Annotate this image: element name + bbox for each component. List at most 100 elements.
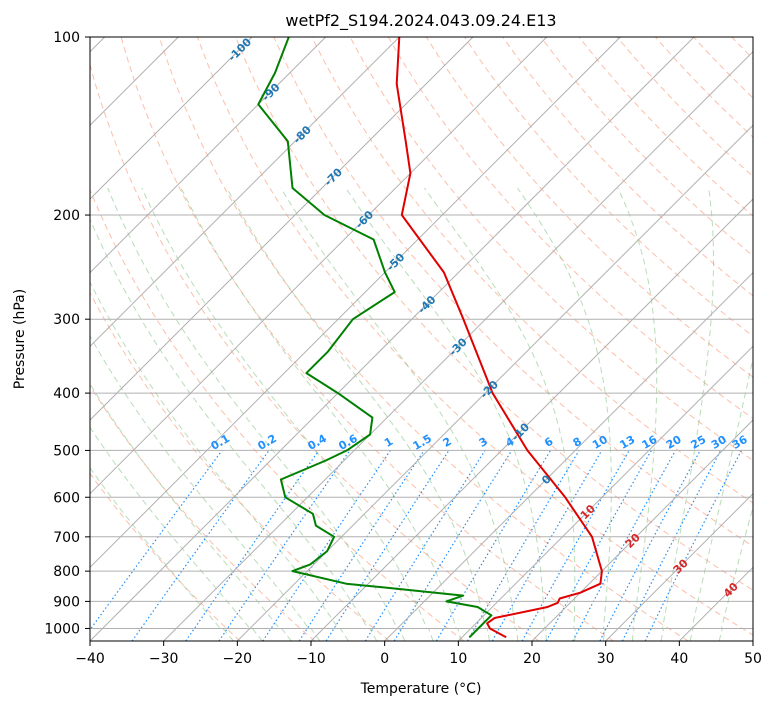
mixing-ratio-line bbox=[364, 450, 486, 641]
isotherm-line bbox=[236, 124, 753, 641]
mixing-ratio-label: 30 bbox=[709, 433, 729, 452]
moist-adiabat-line bbox=[141, 187, 434, 641]
moist-adiabat-line bbox=[617, 187, 658, 641]
dry-adiabat-line bbox=[90, 62, 540, 641]
y-tick-label: 200 bbox=[53, 208, 80, 224]
dry-adiabat-line bbox=[311, 37, 753, 504]
y-tick-label: 400 bbox=[53, 386, 80, 402]
mixing-ratio-line bbox=[185, 450, 320, 641]
dry-adiabat-line bbox=[349, 37, 753, 462]
mixing-ratio-label: 1.5 bbox=[411, 432, 434, 453]
mixing-ratio-line bbox=[435, 450, 552, 641]
isotherm-line bbox=[90, 37, 253, 200]
dry-adiabat-line bbox=[464, 37, 753, 337]
mixing-ratio-label: 1 bbox=[382, 435, 395, 450]
isotherm-line bbox=[678, 566, 753, 641]
dry-adiabat-line bbox=[770, 37, 775, 641]
isotherm-line bbox=[531, 419, 753, 641]
mixing-ratio-line bbox=[545, 450, 652, 641]
y-tick-label: 900 bbox=[53, 594, 80, 610]
mixing-ratio-label: 0.4 bbox=[306, 432, 330, 453]
y-tick-label: 500 bbox=[53, 443, 80, 459]
isotherm-line bbox=[90, 37, 474, 421]
moist-adiabat-line bbox=[423, 187, 576, 641]
mixing-ratio-line bbox=[644, 450, 743, 641]
x-axis-label: Temperature (°C) bbox=[360, 681, 482, 697]
mixing-ratio-label: 13 bbox=[618, 433, 638, 452]
x-tick-label: 20 bbox=[523, 651, 541, 667]
isotherm-line bbox=[457, 345, 753, 641]
dry-adiabat-line bbox=[90, 472, 241, 641]
dewpoint-line bbox=[257, 37, 493, 639]
mixing-ratio-line bbox=[298, 450, 425, 641]
dry-adiabat-line bbox=[425, 37, 753, 378]
dry-adiabat-line bbox=[502, 37, 753, 297]
series-lines bbox=[257, 37, 603, 639]
mixing-ratio-label: 8 bbox=[571, 435, 584, 450]
isotherm-line bbox=[90, 37, 327, 274]
mixing-ratio-label: 0.6 bbox=[336, 432, 360, 453]
isotherm-line bbox=[90, 37, 400, 348]
dry-adiabat-line bbox=[90, 291, 390, 641]
mixing-ratio-line bbox=[218, 450, 351, 641]
moist-adiabat-line bbox=[660, 187, 714, 641]
moist-adiabat-line bbox=[689, 355, 753, 641]
x-tick-label: −30 bbox=[149, 651, 179, 667]
dry-adiabat-line bbox=[387, 37, 753, 420]
dry-adiabat-line bbox=[158, 37, 689, 641]
grid-lines bbox=[90, 37, 753, 641]
moist-adiabat-line bbox=[517, 187, 612, 641]
isotherm-line bbox=[605, 492, 753, 641]
isotherm-label: -80 bbox=[291, 123, 314, 146]
moist-adiabat-line bbox=[180, 187, 462, 641]
x-tick-label: 40 bbox=[670, 651, 688, 667]
mixing-ratio-label: 10 bbox=[590, 433, 610, 452]
chart-title: wetPf2_S194.2024.043.09.24.E13 bbox=[285, 11, 556, 31]
x-tick-label: 30 bbox=[597, 651, 615, 667]
mixing-ratio-line bbox=[262, 450, 391, 641]
dry-adiabat-line bbox=[273, 37, 753, 547]
moist-adiabat-line bbox=[226, 187, 490, 641]
mixing-ratio-line bbox=[325, 450, 450, 641]
isotherm-line bbox=[90, 37, 695, 641]
y-tick-label: 800 bbox=[53, 564, 80, 580]
isotherm-line bbox=[163, 50, 753, 641]
mixing-ratio-label: 25 bbox=[689, 433, 709, 452]
isotherm-line bbox=[90, 37, 621, 569]
isotherm-line bbox=[90, 37, 548, 495]
mixing-ratio-label: 0.1 bbox=[209, 432, 232, 453]
isotherm-line bbox=[310, 198, 753, 641]
y-tick-label: 600 bbox=[53, 490, 80, 506]
moist-adiabat-line bbox=[107, 187, 406, 641]
dry-adiabat-line bbox=[693, 37, 753, 99]
dry-adiabat-line bbox=[120, 37, 614, 641]
axis-ticks: −40 −30 −20 −10 0 10 20 30 40 50 100 200 300 400 500 60… bbox=[44, 30, 762, 667]
dry-adiabat-line bbox=[90, 188, 465, 641]
x-tick-label: 50 bbox=[744, 651, 762, 667]
plot-frame bbox=[89, 36, 754, 642]
x-tick-label: 0 bbox=[380, 651, 389, 667]
moist-adiabat-line bbox=[90, 382, 292, 641]
x-tick-label: −40 bbox=[75, 651, 105, 667]
mixing-ratio-line bbox=[599, 450, 701, 641]
moist-adiabat-line bbox=[280, 187, 519, 641]
mixing-ratio-label: 20 bbox=[664, 433, 684, 452]
temperature-line bbox=[395, 37, 603, 639]
mixing-ratio-line bbox=[572, 450, 677, 641]
background-lines bbox=[90, 37, 775, 641]
mixing-ratio-label: 0.2 bbox=[256, 432, 279, 453]
dry-adiabat-line bbox=[90, 384, 316, 641]
x-tick-label: −20 bbox=[223, 651, 253, 667]
y-tick-label: 300 bbox=[53, 312, 80, 328]
mixing-ratio-line bbox=[521, 450, 630, 641]
mixing-ratio-label: 36 bbox=[730, 433, 750, 452]
y-tick-label: 700 bbox=[53, 530, 80, 546]
moist-adiabat-line bbox=[90, 281, 349, 641]
x-tick-label: −10 bbox=[296, 651, 326, 667]
moist-adiabat-line bbox=[90, 467, 234, 641]
dry-adiabat-line bbox=[235, 37, 753, 591]
x-tick-label: 10 bbox=[449, 651, 467, 667]
y-tick-label: 100 bbox=[53, 30, 80, 46]
isotherm-line bbox=[384, 271, 753, 641]
